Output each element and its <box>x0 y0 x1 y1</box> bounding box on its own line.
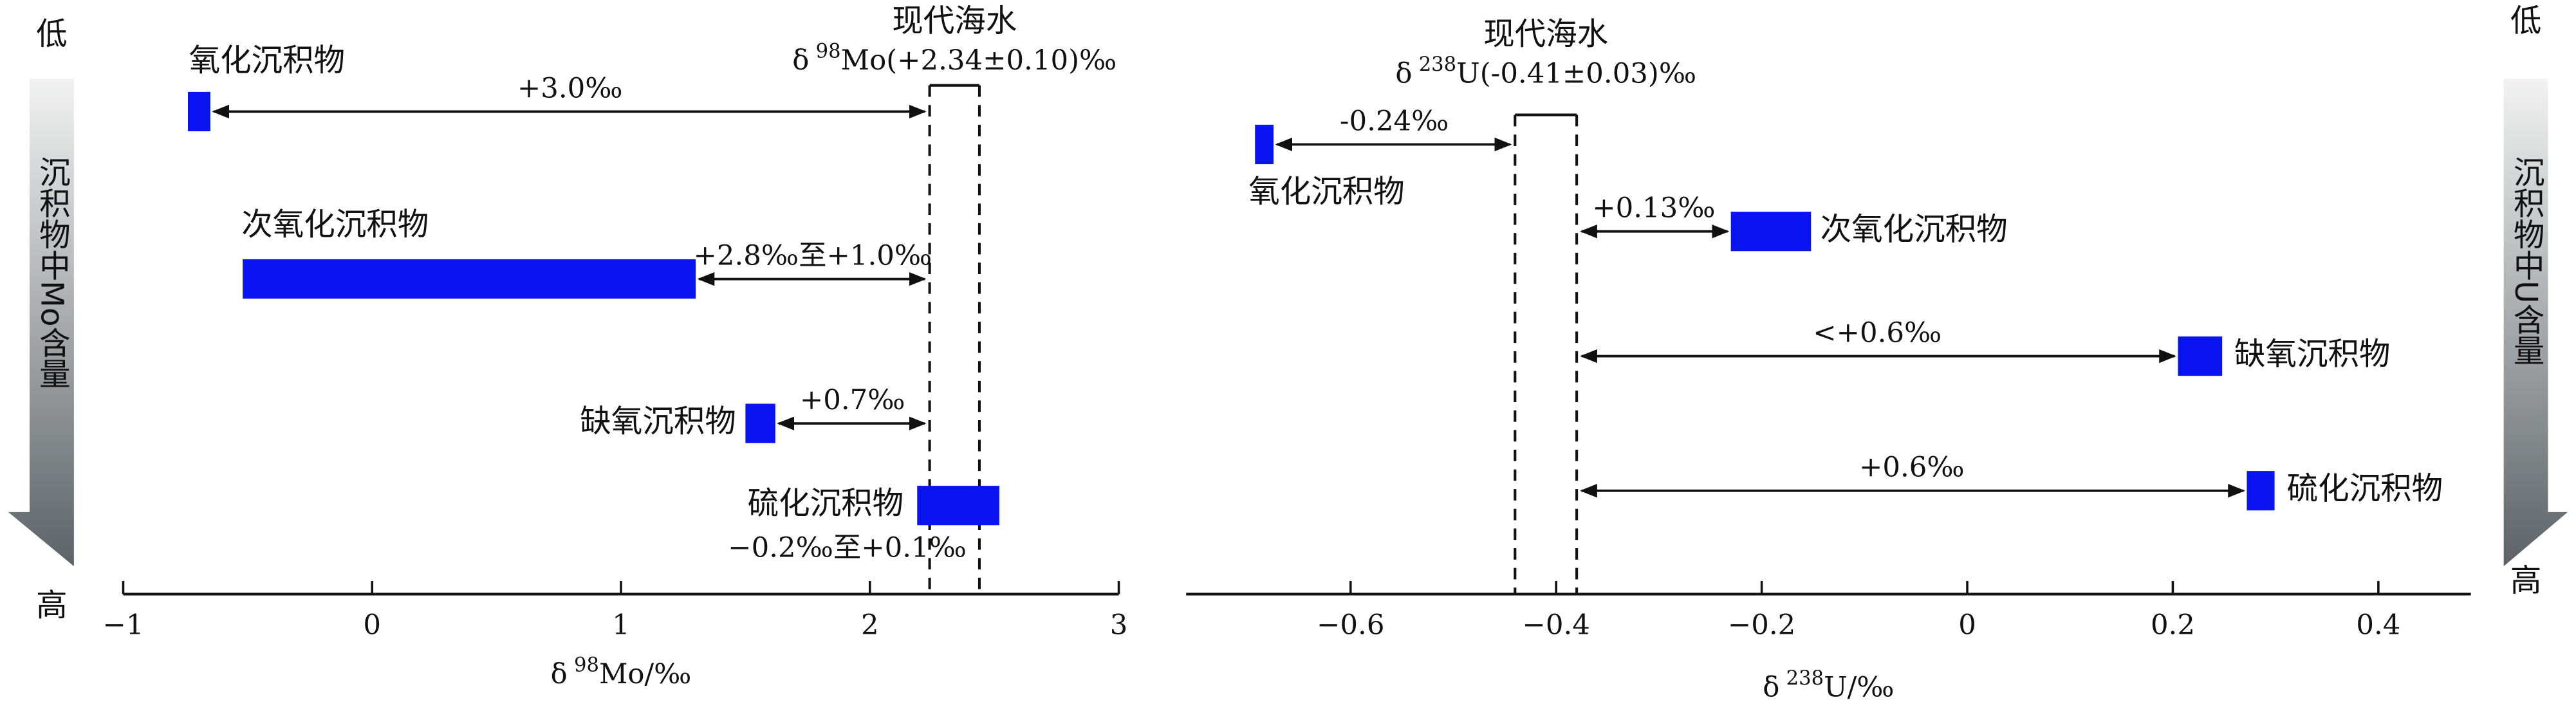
label-sup: 98 <box>574 654 599 677</box>
label-sup: 238 <box>1786 667 1824 690</box>
range-bar <box>917 486 999 526</box>
label-symbol: δ <box>792 44 809 77</box>
category-label: 缺氧沉积物 <box>580 403 736 439</box>
seawater-title: 现代海水 <box>892 3 1017 39</box>
label-text: U(-0.41±0.03)‰ <box>1456 57 1696 89</box>
x-tick-label: 3 <box>1110 609 1128 641</box>
range-bar <box>188 91 210 132</box>
x-axis-label: δ 98Mo/‰ <box>551 654 692 690</box>
x-axis-label: δ 238U/‰ <box>1763 667 1894 703</box>
offset-label: −0.2‰至+0.1‰ <box>728 532 967 564</box>
x-tick-label: 1 <box>612 609 630 641</box>
category-label: 硫化沉积物 <box>748 486 903 522</box>
category-label: 次氧化沉积物 <box>241 207 429 243</box>
category-label: 硫化沉积物 <box>2287 471 2443 507</box>
offset-label: +0.6‰ <box>1859 452 1965 484</box>
x-tick-label: 0.2 <box>2151 609 2195 641</box>
range-bar <box>2178 336 2223 376</box>
offset-label: +0.13‰ <box>1592 192 1715 225</box>
seawater-label: δ 98Mo(+2.34±0.10)‰ <box>792 41 1117 77</box>
x-tick-label: −1 <box>102 609 144 641</box>
offset-label: -0.24‰ <box>1340 105 1449 137</box>
seawater-label: δ 238U(-0.41±0.03)‰ <box>1395 53 1696 89</box>
gradient-arrow <box>8 78 74 567</box>
range-bar <box>1730 212 1812 252</box>
gradient-bottom: 高 <box>36 587 68 623</box>
category-label: 次氧化沉积物 <box>1821 212 2008 248</box>
offset-label: +0.7‰ <box>800 384 905 416</box>
range-bar <box>243 259 696 299</box>
x-tick-label: −0.4 <box>1522 609 1589 641</box>
x-tick-label: 2 <box>861 609 879 641</box>
gradient-top: 低 <box>36 16 68 52</box>
category-label: 缺氧沉积物 <box>2234 336 2390 373</box>
gradient-label: 沉积物中Mo含量 <box>33 156 69 389</box>
x-tick-label: −0.6 <box>1317 609 1384 641</box>
label-unit: Mo/‰ <box>599 658 691 690</box>
category-label: 氧化沉积物 <box>1248 174 1404 210</box>
label-unit: U/‰ <box>1824 671 1894 703</box>
label-symbol: δ <box>1763 671 1779 703</box>
label-text: Mo(+2.34±0.10)‰ <box>841 44 1117 77</box>
x-tick-label: 0.4 <box>2356 609 2400 641</box>
range-bar <box>1255 124 1274 165</box>
x-tick-label: 0 <box>1958 609 1976 641</box>
offset-label: +3.0‰ <box>517 72 623 104</box>
range-bar <box>745 403 775 443</box>
label-symbol: δ <box>551 658 568 690</box>
seawater-title: 现代海水 <box>1483 16 1608 52</box>
range-bar <box>2247 471 2275 511</box>
offset-label: <+0.6‰ <box>1813 317 1941 349</box>
label-symbol: δ <box>1395 57 1412 89</box>
label-sup: 98 <box>816 41 841 63</box>
gradient-arrow <box>2503 78 2568 567</box>
gradient-top: 低 <box>2510 3 2542 39</box>
category-label: 氧化沉积物 <box>189 42 345 78</box>
x-tick-label: 0 <box>363 609 381 641</box>
label-sup: 238 <box>1419 53 1456 76</box>
gradient-bottom: 高 <box>2510 563 2542 599</box>
offset-label: +2.8‰至+1.0‰ <box>694 240 932 272</box>
x-tick-label: −0.2 <box>1728 609 1795 641</box>
gradient-label: 沉积物中U含量 <box>2508 156 2544 365</box>
